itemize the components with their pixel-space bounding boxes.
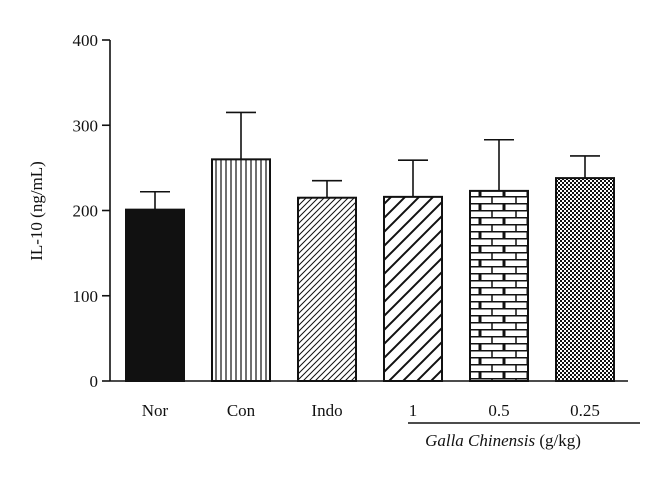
y-tick-label: 400 <box>73 31 99 50</box>
bar-Indo <box>297 196 357 382</box>
plot-area: 0 100 200 300 400 Nor Con Indo 1 0.5 0.25 <box>73 31 628 420</box>
y-tick-label: 0 <box>90 372 99 391</box>
y-tick-label: 100 <box>73 287 99 306</box>
group-label-name: Galla Chinensis <box>425 431 535 450</box>
x-tick-label: 0.5 <box>488 401 509 420</box>
x-tick-label: 0.25 <box>570 401 600 420</box>
bar-Con <box>211 158 271 382</box>
group-label: Galla Chinensis (g/kg) <box>408 422 640 450</box>
group-label-text: Galla Chinensis (g/kg) <box>425 431 581 450</box>
x-tick-label: Nor <box>142 401 169 420</box>
x-tick-label: Indo <box>311 401 342 420</box>
bar-0.25 <box>555 177 615 382</box>
y-axis-title: IL-10 (ng/mL) <box>27 161 46 261</box>
bar-Nor <box>125 208 185 382</box>
x-tick-label: Con <box>227 401 256 420</box>
y-tick-label: 200 <box>73 202 99 221</box>
x-tick-label: 1 <box>409 401 418 420</box>
bar-1 <box>383 195 443 382</box>
group-label-unit: (g/kg) <box>535 431 581 450</box>
y-tick-label: 300 <box>73 116 99 135</box>
bar-0.5 <box>469 189 529 382</box>
